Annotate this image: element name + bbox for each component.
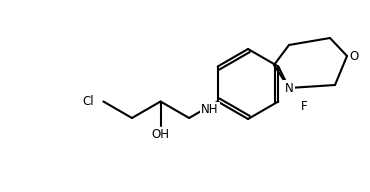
Text: F: F bbox=[301, 100, 308, 113]
Text: Cl: Cl bbox=[83, 95, 94, 108]
Text: O: O bbox=[349, 50, 358, 63]
Text: NH: NH bbox=[201, 103, 218, 116]
Text: N: N bbox=[285, 81, 293, 94]
Text: OH: OH bbox=[152, 128, 169, 141]
